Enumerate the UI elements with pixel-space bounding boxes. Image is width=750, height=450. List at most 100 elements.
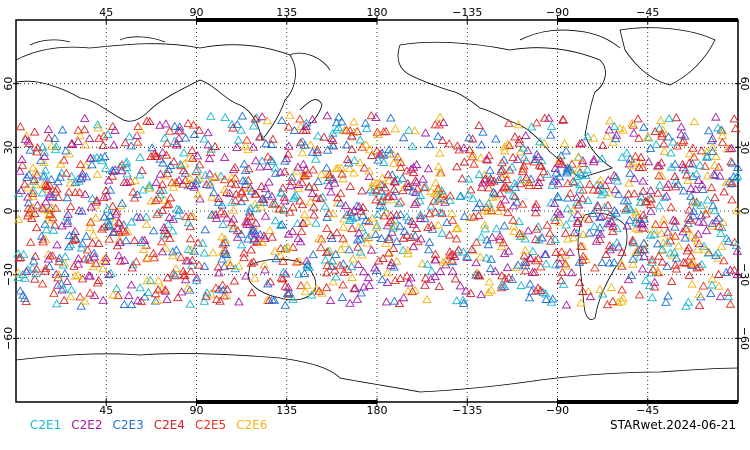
occultation-marker	[338, 174, 348, 183]
occultation-marker	[658, 215, 669, 224]
occultation-marker	[205, 180, 215, 189]
occultation-marker	[684, 158, 695, 167]
occultation-marker	[283, 289, 294, 298]
lat-tick-label: −30	[738, 263, 750, 286]
occultation-marker	[63, 209, 73, 218]
occultation-marker	[698, 281, 709, 290]
occultation-marker	[596, 211, 607, 220]
occultation-marker	[194, 173, 204, 182]
occultation-marker	[36, 202, 47, 212]
occultation-marker	[642, 132, 653, 141]
occultation-marker	[411, 177, 422, 186]
occultation-marker	[668, 215, 679, 224]
occultation-marker	[84, 133, 95, 142]
occultation-marker	[41, 225, 52, 234]
occultation-marker	[40, 263, 51, 273]
occultation-marker	[437, 228, 447, 237]
occultation-marker	[126, 280, 137, 289]
occultation-marker	[497, 157, 507, 167]
occultation-marker	[65, 201, 76, 210]
occultation-marker	[152, 295, 163, 305]
occultation-marker	[688, 143, 698, 152]
occultation-marker	[604, 219, 615, 228]
occultation-marker	[613, 297, 623, 306]
occultation-marker	[193, 238, 203, 247]
occultation-marker	[121, 236, 131, 245]
occultation-marker	[349, 117, 359, 126]
occultation-marker	[32, 147, 42, 156]
occultation-marker	[467, 134, 478, 143]
occultation-marker	[409, 199, 420, 208]
occultation-marker	[521, 173, 532, 182]
occultation-marker	[173, 210, 183, 219]
occultation-marker	[366, 111, 377, 120]
occultation-marker	[268, 134, 278, 143]
occultation-marker	[373, 209, 383, 219]
occultation-marker	[248, 257, 259, 266]
occultation-marker	[493, 174, 504, 184]
occultation-marker	[244, 211, 254, 220]
occultation-marker	[189, 129, 200, 138]
lon-tick-label: 90	[190, 404, 204, 417]
occultation-marker	[135, 170, 145, 179]
occultation-marker	[193, 190, 203, 199]
occultation-marker	[328, 209, 338, 218]
occultation-marker	[433, 131, 443, 140]
occultation-marker	[380, 183, 390, 192]
occultation-marker	[653, 188, 663, 197]
occultation-marker	[623, 178, 634, 187]
occultation-marker	[246, 212, 257, 221]
occultation-marker	[680, 258, 691, 267]
occultation-marker	[481, 253, 492, 262]
occultation-marker	[150, 151, 161, 160]
occultation-marker	[503, 207, 513, 217]
occultation-marker	[234, 261, 244, 270]
occultation-marker	[82, 245, 93, 254]
occultation-marker	[92, 120, 103, 129]
occultation-marker	[355, 135, 366, 144]
occultation-marker	[262, 116, 273, 125]
occultation-marker	[408, 162, 419, 171]
occultation-marker	[666, 202, 676, 211]
occultation-marker	[703, 126, 714, 135]
occultation-marker	[408, 186, 418, 195]
occultation-marker	[246, 258, 257, 267]
occultation-marker	[648, 265, 658, 274]
occultation-marker	[438, 257, 448, 266]
occultation-marker	[210, 141, 220, 150]
occultation-marker	[338, 280, 348, 289]
occultation-marker	[459, 211, 470, 220]
occultation-marker	[194, 125, 204, 134]
occultation-marker	[194, 260, 204, 269]
occultation-marker	[562, 163, 573, 172]
occultation-marker	[707, 146, 718, 155]
occultation-marker	[359, 163, 370, 172]
occultation-marker	[137, 165, 147, 174]
occultation-marker	[61, 146, 71, 155]
lat-tick-label: −60	[738, 327, 750, 350]
occultation-marker	[727, 178, 737, 187]
occultation-marker	[275, 167, 286, 176]
occultation-marker	[382, 268, 393, 277]
occultation-marker	[441, 255, 451, 264]
occultation-marker	[669, 248, 680, 257]
occultation-marker	[39, 204, 50, 213]
occultation-marker	[572, 171, 583, 180]
occultation-marker	[430, 178, 441, 187]
occultation-marker	[639, 251, 649, 260]
occultation-marker	[688, 206, 699, 215]
lon-tick-label: 135	[276, 404, 297, 417]
occultation-marker	[693, 175, 704, 184]
occultation-marker	[569, 177, 580, 187]
occultation-marker	[508, 215, 518, 224]
occultation-marker	[150, 195, 161, 204]
occultation-marker	[479, 170, 490, 179]
occultation-marker	[520, 245, 531, 254]
occultation-marker	[389, 296, 400, 305]
occultation-marker	[654, 123, 665, 132]
occultation-marker	[640, 196, 651, 205]
occultation-marker	[97, 156, 107, 165]
occultation-marker	[404, 125, 414, 134]
occultation-marker	[694, 300, 705, 310]
occultation-marker	[292, 218, 303, 227]
